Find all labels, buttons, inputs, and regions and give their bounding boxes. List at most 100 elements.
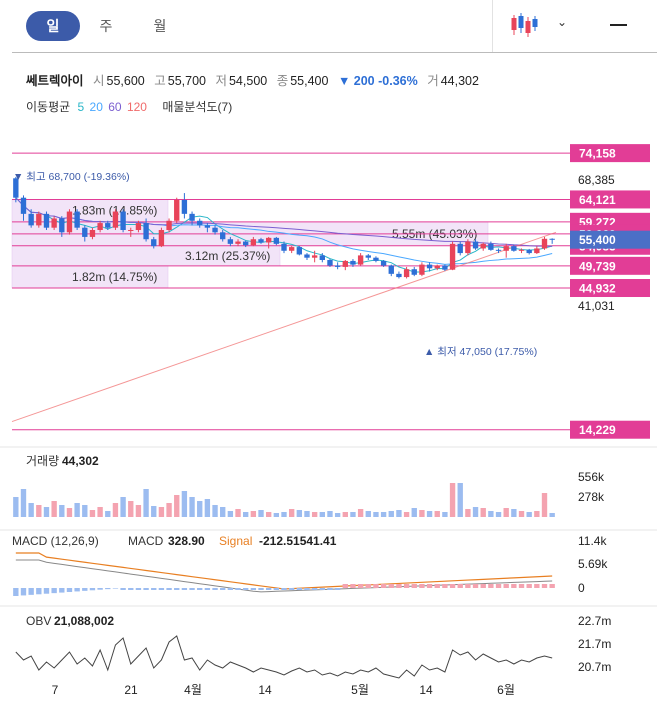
macd-histogram-bar — [189, 588, 195, 590]
candle-body — [82, 227, 88, 237]
candle — [105, 220, 111, 230]
candle — [288, 246, 295, 254]
candle — [472, 239, 479, 250]
stock-name: 쎄트렉아이 — [26, 74, 84, 88]
volume-bar — [288, 509, 295, 517]
macd-histogram-bar — [89, 588, 96, 591]
volume-bar — [281, 512, 287, 517]
candle-body — [197, 220, 203, 226]
candle — [549, 238, 555, 244]
candle-body — [357, 255, 364, 265]
candle-body — [465, 241, 471, 254]
chevron-down-icon[interactable]: ⌄ — [557, 15, 568, 29]
candle — [426, 262, 433, 272]
candle — [495, 248, 502, 254]
macd-histogram-bar — [311, 588, 318, 590]
candle — [357, 253, 364, 266]
candle-body — [304, 254, 310, 258]
candle-body — [541, 238, 548, 249]
candle-body — [526, 249, 532, 254]
candle-body — [334, 265, 341, 267]
tab-monthly[interactable]: 월 — [153, 18, 167, 34]
price-level-value: 14,229 — [579, 423, 616, 437]
candle-body — [43, 213, 50, 228]
candle-body — [472, 241, 479, 249]
volume-bar — [20, 489, 27, 517]
macd-histogram-bar — [43, 588, 50, 594]
candle — [518, 248, 525, 254]
price-level-tag — [570, 190, 650, 209]
candle-body — [128, 230, 134, 231]
volume-bar — [411, 508, 417, 517]
candle-body — [549, 238, 555, 240]
volume-bar — [534, 511, 540, 517]
indicator-legend[interactable]: 이동평균 5 20 60 120 매물분석도(7) — [26, 98, 236, 115]
volume-profile-label: 1.83m (14.85%) — [72, 204, 157, 218]
macd-histogram-bar — [143, 588, 149, 590]
macd-histogram-bar — [174, 588, 180, 590]
volume-panel-label: 거래량 — [26, 454, 59, 468]
candle — [143, 218, 149, 242]
candle — [311, 250, 318, 263]
price-change: ▼ 200 -0.36% — [337, 74, 418, 88]
candlestick-icon[interactable] — [510, 13, 538, 37]
volume-axis-tick: 556k — [578, 470, 605, 484]
tab-weekly[interactable]: 주 — [99, 18, 113, 34]
candle-body — [74, 211, 80, 228]
volume-bar — [495, 512, 502, 517]
volume-bar — [174, 495, 180, 517]
price-level-value: 44,932 — [579, 282, 616, 296]
close-label: 종 — [276, 74, 289, 88]
ma-label: 이동평균 — [26, 100, 71, 114]
volume-bar — [518, 511, 525, 517]
volume-bar — [365, 511, 371, 517]
candle — [465, 239, 471, 256]
candle — [151, 236, 157, 249]
candle — [250, 236, 257, 247]
volume-bar — [396, 510, 402, 517]
candle-body — [220, 232, 226, 240]
macd-panel-label: MACD (12,26,9) — [12, 534, 99, 548]
macd-histogram-bar — [28, 588, 34, 595]
candle-body — [350, 260, 356, 265]
macd-axis-tick: 5.69k — [578, 557, 608, 571]
candle — [434, 264, 440, 271]
candle — [158, 227, 165, 248]
volume-bar — [373, 512, 379, 517]
macd-histogram-bar — [411, 584, 417, 588]
macd-histogram-bar — [20, 588, 27, 596]
price-level-value: 74,158 — [579, 147, 616, 161]
macd-histogram-bar — [304, 588, 310, 590]
volume-bar — [97, 507, 103, 517]
candle — [258, 237, 264, 244]
volume-bar — [541, 493, 548, 517]
volume-bar — [549, 513, 555, 517]
volume-bar — [243, 512, 249, 517]
candle-body — [488, 243, 494, 250]
tab-daily[interactable]: 일 — [26, 11, 80, 41]
macd-histogram-bar — [197, 588, 203, 590]
volume-bar — [327, 511, 333, 517]
candle-body — [411, 269, 417, 275]
volume-bar — [465, 509, 471, 517]
macd-histogram-bar — [135, 588, 142, 590]
candle — [403, 266, 410, 279]
candle-body — [457, 243, 463, 254]
high-annotation: ▼ 최고 68,700 (-19.36%) — [13, 171, 130, 183]
candle-body — [89, 230, 96, 237]
macd-histogram-bar — [480, 584, 486, 588]
volume-bar — [89, 510, 96, 517]
candle-body — [59, 218, 65, 233]
obv-panel-label: OBV — [26, 614, 51, 628]
ma-60: 60 — [108, 100, 122, 114]
signal-value: -212.51541.41 — [259, 534, 337, 548]
menu-icon[interactable] — [610, 24, 627, 26]
candle — [281, 241, 287, 254]
candle — [59, 216, 65, 237]
candle-body — [442, 265, 448, 270]
candle-body — [365, 255, 371, 258]
macd-histogram-bar — [250, 588, 257, 590]
current-price-tag — [570, 230, 650, 249]
candle — [419, 262, 425, 277]
